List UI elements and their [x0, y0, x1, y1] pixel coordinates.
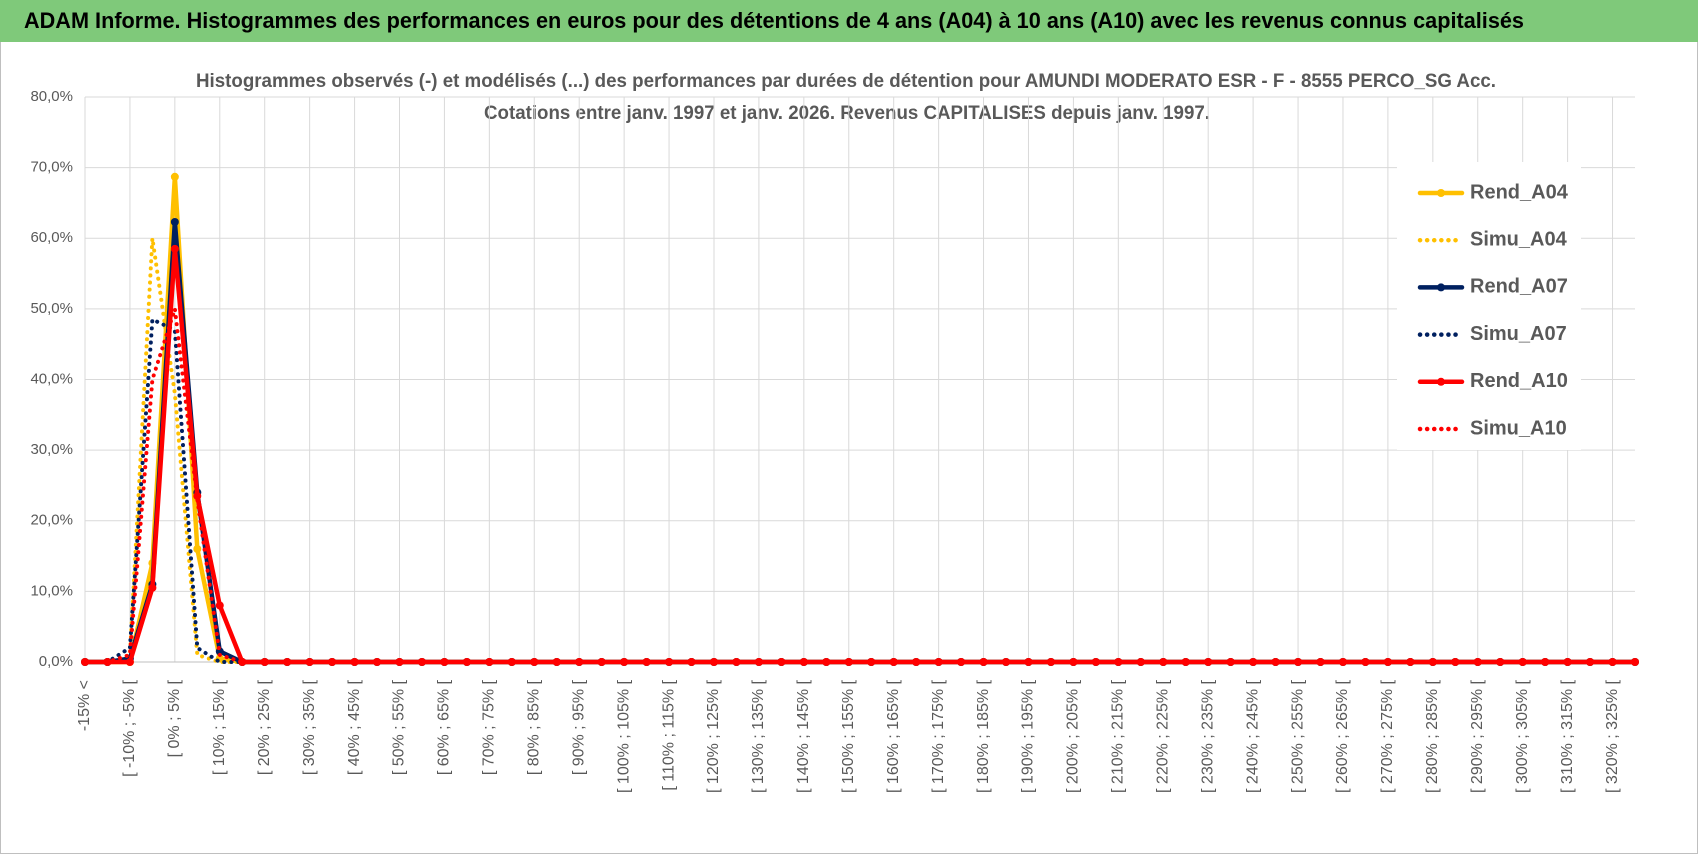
legend-marker — [1437, 189, 1445, 197]
x-tick-label: [ 160% ; 165% [ — [885, 679, 902, 793]
point — [170, 172, 179, 181]
y-tick-label: 50,0% — [30, 300, 73, 317]
x-tick-label: [ 30% ; 35% [ — [301, 679, 318, 775]
point — [1608, 658, 1617, 666]
point — [170, 218, 179, 227]
point — [665, 658, 674, 666]
x-tick-label: [ 120% ; 125% [ — [705, 679, 722, 793]
legend-label: Simu_A04 — [1470, 228, 1568, 250]
x-tick-label: [ 240% ; 245% [ — [1244, 679, 1261, 793]
point — [1473, 658, 1482, 666]
point — [283, 658, 292, 666]
x-tick-label: [ 290% ; 295% [ — [1469, 679, 1486, 793]
x-tick-label: [ 130% ; 135% [ — [750, 679, 767, 793]
y-tick-label: 0,0% — [39, 653, 73, 670]
x-tick-label: [ 230% ; 235% [ — [1199, 679, 1216, 793]
point — [193, 545, 202, 553]
x-tick-label: [ 90% ; 95% [ — [570, 679, 587, 775]
legend-label: Simu_A07 — [1470, 323, 1567, 345]
x-tick-label: [ 270% ; 275% [ — [1379, 679, 1396, 793]
chart-title: Histogrammes observés (-) et modélisés (… — [196, 71, 1496, 92]
x-tick-label: [ 300% ; 305% [ — [1514, 679, 1531, 793]
point — [530, 658, 539, 666]
x-tick-label: [ 80% ; 85% [ — [525, 679, 542, 775]
legend-label: Rend_A04 — [1470, 181, 1569, 203]
x-tick-label: [ 60% ; 65% [ — [436, 679, 453, 775]
point — [1338, 658, 1347, 666]
y-tick-label: 10,0% — [30, 582, 73, 599]
point — [1226, 658, 1235, 666]
point — [170, 244, 179, 253]
x-tick-label: [ 10% ; 15% [ — [211, 679, 228, 775]
point — [148, 583, 157, 592]
x-tick-label: [ 220% ; 225% [ — [1154, 679, 1171, 793]
x-tick-label: [ 20% ; 25% [ — [256, 679, 273, 775]
legend-marker — [1437, 283, 1445, 292]
x-tick-label: [ 190% ; 195% [ — [1020, 679, 1037, 793]
x-tick-label: -15% < — [76, 680, 93, 731]
point — [373, 658, 382, 666]
x-tick-label: [ 40% ; 45% [ — [346, 679, 363, 775]
x-tick-label: [ 70% ; 75% [ — [481, 679, 498, 775]
point — [1361, 658, 1370, 666]
x-tick-label: [ 200% ; 205% [ — [1065, 679, 1082, 793]
point — [260, 658, 269, 666]
x-tick-label: [ 320% ; 325% [ — [1604, 679, 1621, 793]
banner-title: ADAM Informe. Histogrammes des performan… — [24, 8, 1524, 33]
point — [1383, 658, 1392, 666]
y-tick-label: 60,0% — [30, 229, 73, 246]
legend-box — [1397, 162, 1581, 450]
point — [417, 658, 426, 666]
banner — [0, 0, 1698, 42]
point — [1091, 658, 1100, 666]
x-tick-label: [ 250% ; 255% [ — [1289, 679, 1306, 793]
point — [799, 658, 808, 666]
chart-subtitle: Cotations entre janv. 1997 et janv. 2026… — [484, 103, 1210, 124]
x-tick-label: [ 210% ; 215% [ — [1110, 679, 1127, 793]
x-tick-label: [ 310% ; 315% [ — [1559, 679, 1576, 793]
point — [1631, 658, 1639, 666]
legend-label: Rend_A07 — [1470, 276, 1568, 298]
x-tick-label: [ 280% ; 285% [ — [1424, 679, 1441, 793]
point — [934, 658, 943, 666]
x-tick-label: [ 50% ; 55% [ — [391, 679, 408, 775]
point — [1249, 658, 1258, 666]
point — [1069, 658, 1078, 666]
y-tick-label: 20,0% — [30, 512, 73, 529]
legend-marker — [1437, 377, 1445, 386]
y-tick-label: 80,0% — [30, 88, 73, 105]
x-tick-label: [ 180% ; 185% [ — [975, 679, 992, 793]
point — [957, 658, 966, 666]
x-tick-label: [ 110% ; 115% [ — [660, 679, 677, 790]
y-tick-label: 40,0% — [30, 370, 73, 387]
x-tick-label: [ 150% ; 155% [ — [840, 679, 857, 793]
x-tick-label: [ 140% ; 145% [ — [795, 679, 812, 793]
point — [1114, 658, 1123, 666]
simulated-line — [83, 306, 1637, 664]
point — [822, 658, 831, 666]
point — [1496, 658, 1505, 666]
x-tick-label: [ 100% ; 105% [ — [615, 679, 632, 793]
y-tick-label: 30,0% — [30, 441, 73, 458]
y-tick-label: 70,0% — [30, 159, 73, 176]
point — [552, 658, 561, 666]
x-tick-label: [ 170% ; 175% [ — [930, 679, 947, 793]
x-tick-label: [ 260% ; 265% [ — [1334, 679, 1351, 793]
point — [1204, 658, 1213, 666]
x-tick-label: [ -10% ; -5% [ — [121, 679, 138, 776]
point — [215, 601, 224, 610]
point — [125, 658, 134, 666]
legend-label: Simu_A10 — [1470, 417, 1567, 439]
point — [1518, 658, 1527, 666]
legend-label: Rend_A10 — [1470, 370, 1568, 392]
point — [687, 658, 696, 666]
x-tick-label: [ 0% ; 5% [ — [166, 679, 183, 757]
point — [395, 658, 404, 666]
